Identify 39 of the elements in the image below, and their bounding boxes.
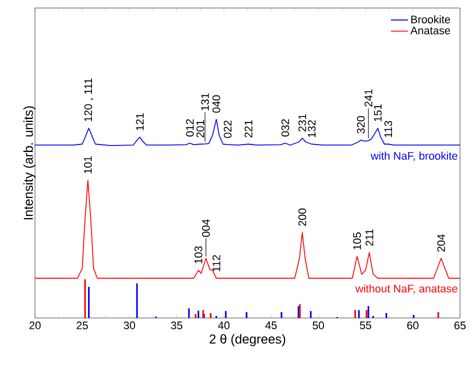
- annotation: 201: [196, 120, 204, 138]
- annotation: 012: [186, 119, 194, 137]
- annotation: 113: [384, 120, 392, 138]
- x-tick-label: 35: [170, 322, 182, 330]
- x-tick-label: 65: [454, 322, 466, 330]
- x-tick-label: 45: [265, 322, 277, 330]
- annotation: 200: [298, 208, 306, 226]
- annotation: without NaF, anatase: [355, 284, 458, 294]
- legend-label: Brookite: [411, 15, 450, 24]
- x-tick-label: 40: [218, 322, 230, 330]
- annotation: 105: [353, 232, 361, 250]
- annotation: 103: [194, 246, 202, 264]
- annotation: 132: [308, 120, 316, 138]
- annotation: 121: [136, 113, 144, 130]
- annotation: 151: [374, 104, 382, 122]
- annotation: 221: [244, 120, 252, 138]
- x-tick-label: 50: [312, 322, 324, 330]
- annotation: 120 , 111: [84, 78, 94, 122]
- annotation: with NaF, brookite: [370, 152, 458, 162]
- x-tick-label: 25: [76, 322, 88, 330]
- annotation: 112: [212, 255, 220, 272]
- annotation: 032: [281, 119, 290, 137]
- annotation: 231: [298, 114, 306, 132]
- x-tick-label: 30: [124, 322, 136, 330]
- y-axis-title: Intensity (arb. units): [23, 106, 36, 220]
- annotation: 040: [212, 95, 220, 113]
- annotation: 131: [201, 93, 209, 110]
- annotation: 101: [84, 156, 92, 174]
- annotation: 241: [364, 89, 372, 107]
- annotation: 204: [437, 234, 445, 252]
- x-axis-title: 2 θ (degrees): [210, 334, 286, 346]
- legend-label: Anatase: [410, 26, 450, 34]
- annotation: 320: [356, 116, 365, 134]
- annotation: 211: [366, 229, 374, 246]
- annotation: 004: [202, 219, 210, 237]
- x-tick-label: 60: [407, 322, 418, 330]
- annotation: 022: [224, 120, 232, 138]
- x-tick-label: 55: [360, 322, 372, 330]
- x-tick-label: 20: [29, 322, 41, 330]
